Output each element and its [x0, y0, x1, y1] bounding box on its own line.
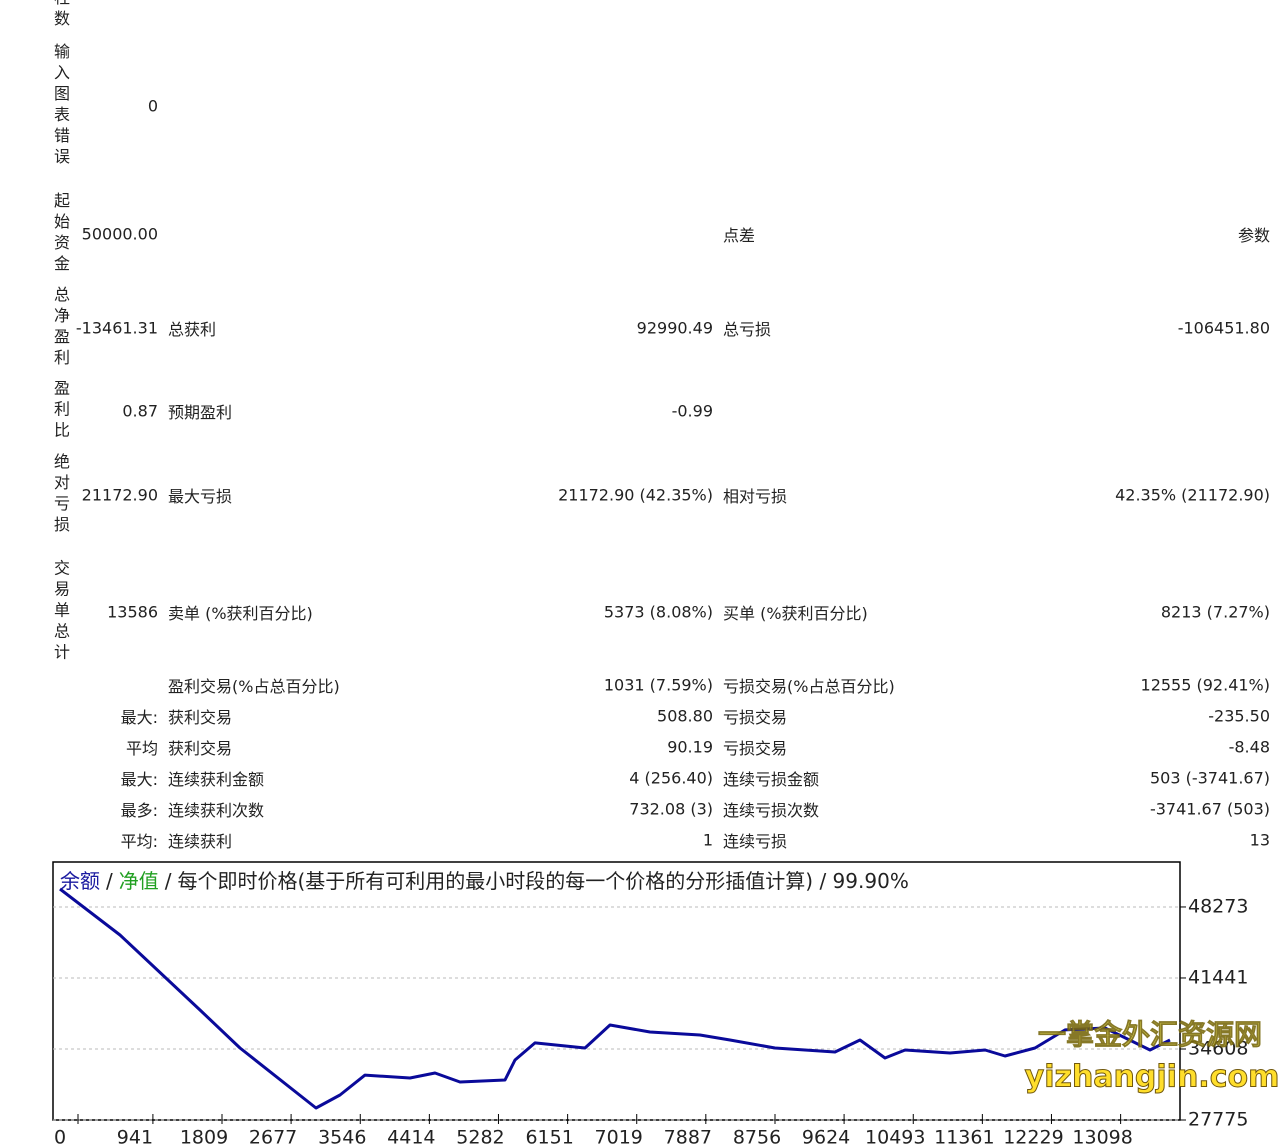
- x-tick-label: 10493: [865, 1127, 925, 1148]
- x-tick-label: 6151: [525, 1127, 573, 1148]
- label: 连续亏损: [723, 832, 788, 851]
- value: -0.99: [671, 401, 713, 421]
- value: 90.19: [667, 737, 713, 757]
- label: 相对亏损: [723, 487, 788, 506]
- label: 最大亏损: [168, 487, 233, 506]
- x-tick-label: 941: [117, 1127, 153, 1148]
- x-tick-label: 12229: [1003, 1127, 1063, 1148]
- row-label: 输入图表错误: [51, 43, 70, 169]
- x-tick-label: 7019: [595, 1127, 643, 1148]
- label: 总亏损: [723, 320, 772, 339]
- value: -8.48: [1228, 737, 1270, 757]
- y-tick-label: 27775: [1188, 1109, 1248, 1131]
- value: 21172.90: [81, 485, 158, 505]
- label: 获利交易: [168, 739, 233, 758]
- label: 亏损交易: [723, 739, 788, 758]
- value: -3741.67 (503): [1149, 799, 1270, 819]
- y-tick-label: 41441: [1188, 966, 1248, 988]
- value: 50000.00: [81, 224, 158, 244]
- x-tick-label: 11361: [934, 1127, 994, 1148]
- value: 平均: [125, 739, 158, 758]
- row-label: 总净盈利: [51, 286, 70, 370]
- legend: 余额 / 净值 / 每个即时价格(基于所有可利用的最小时段的每一个价格的分形插值计算) …: [60, 869, 909, 893]
- value: 最大:: [120, 708, 158, 727]
- legend-entry: 净值: [119, 869, 159, 893]
- plot-frame: [52, 861, 1181, 1121]
- x-tick-label: 9624: [802, 1127, 850, 1148]
- value: 1: [702, 830, 713, 850]
- label: 连续获利金额: [168, 770, 265, 789]
- balance-line: [59, 887, 1171, 1110]
- separator: /: [165, 869, 172, 893]
- label: 亏损交易(%占总百分比): [723, 677, 895, 696]
- value: 508.80: [657, 706, 713, 726]
- value: 12555 (92.41%): [1140, 675, 1270, 695]
- row-label: 交易单总计: [51, 559, 70, 665]
- watermark: yizhangjin.com: [1025, 1060, 1280, 1095]
- x-tick-label: 1809: [180, 1127, 228, 1148]
- x-tick-label: 0: [54, 1127, 66, 1148]
- value: 0.87: [122, 401, 158, 421]
- value: -235.50: [1208, 706, 1270, 726]
- label: 连续获利次数: [168, 801, 265, 820]
- label: 盈利交易(%占总百分比): [168, 677, 340, 696]
- separator: /: [106, 869, 113, 893]
- label: 点差: [723, 226, 756, 245]
- value: 最大:: [120, 770, 158, 789]
- value: 最多:: [120, 801, 158, 820]
- row-label: 盈利比: [51, 379, 70, 443]
- label: 预期盈利: [168, 403, 233, 422]
- value: -13461.31: [75, 318, 158, 338]
- label: 获利交易: [168, 708, 233, 727]
- label: 卖单 (%获利百分比): [168, 604, 313, 623]
- x-tick-label: 7887: [664, 1127, 712, 1148]
- value: 8213 (7.27%): [1160, 602, 1270, 622]
- x-tick-label: 3546: [318, 1127, 366, 1148]
- value: 21172.90 (42.35%): [558, 485, 713, 505]
- x-tick-label: 4414: [387, 1127, 435, 1148]
- value: 5373 (8.08%): [603, 602, 713, 622]
- label: 总获利: [168, 320, 217, 339]
- watermark: 一掌金外汇资源网: [1038, 1018, 1262, 1051]
- y-tick-label: 48273: [1188, 895, 1248, 917]
- value: 4 (256.40): [629, 768, 713, 788]
- label: 连续获利: [168, 832, 233, 851]
- value: 平均:: [120, 832, 158, 851]
- row-label: 柱数: [51, 0, 70, 31]
- value: -106451.80: [1177, 318, 1270, 338]
- value: 1031 (7.59%): [603, 675, 713, 695]
- value: 732.08 (3): [629, 799, 713, 819]
- chart-title: 每个即时价格(基于所有可利用的最小时段的每一个价格的分形插值计算) / 99.9…: [178, 869, 909, 893]
- x-tick-label: 2677: [249, 1127, 297, 1148]
- value: 13: [1249, 830, 1270, 850]
- value: 92990.49: [636, 318, 713, 338]
- x-tick-label: 13098: [1072, 1127, 1132, 1148]
- value: 13586: [107, 602, 158, 622]
- row-label: 起始资金: [51, 192, 70, 276]
- value: 42.35% (21172.90): [1115, 485, 1270, 505]
- value: 参数: [1237, 226, 1270, 245]
- y-tick-label: 34608: [1188, 1037, 1248, 1059]
- label: 连续亏损金额: [723, 770, 820, 789]
- label: 亏损交易: [723, 708, 788, 727]
- value: 503 (-3741.67): [1149, 768, 1270, 788]
- legend-entry: 余额: [60, 869, 100, 893]
- label: 买单 (%获利百分比): [723, 604, 868, 623]
- x-tick-label: 5282: [456, 1127, 504, 1148]
- label: 连续亏损次数: [723, 801, 820, 820]
- row-label: 绝对亏损: [51, 453, 70, 537]
- x-tick-label: 8756: [733, 1127, 781, 1148]
- value: 0: [147, 96, 158, 116]
